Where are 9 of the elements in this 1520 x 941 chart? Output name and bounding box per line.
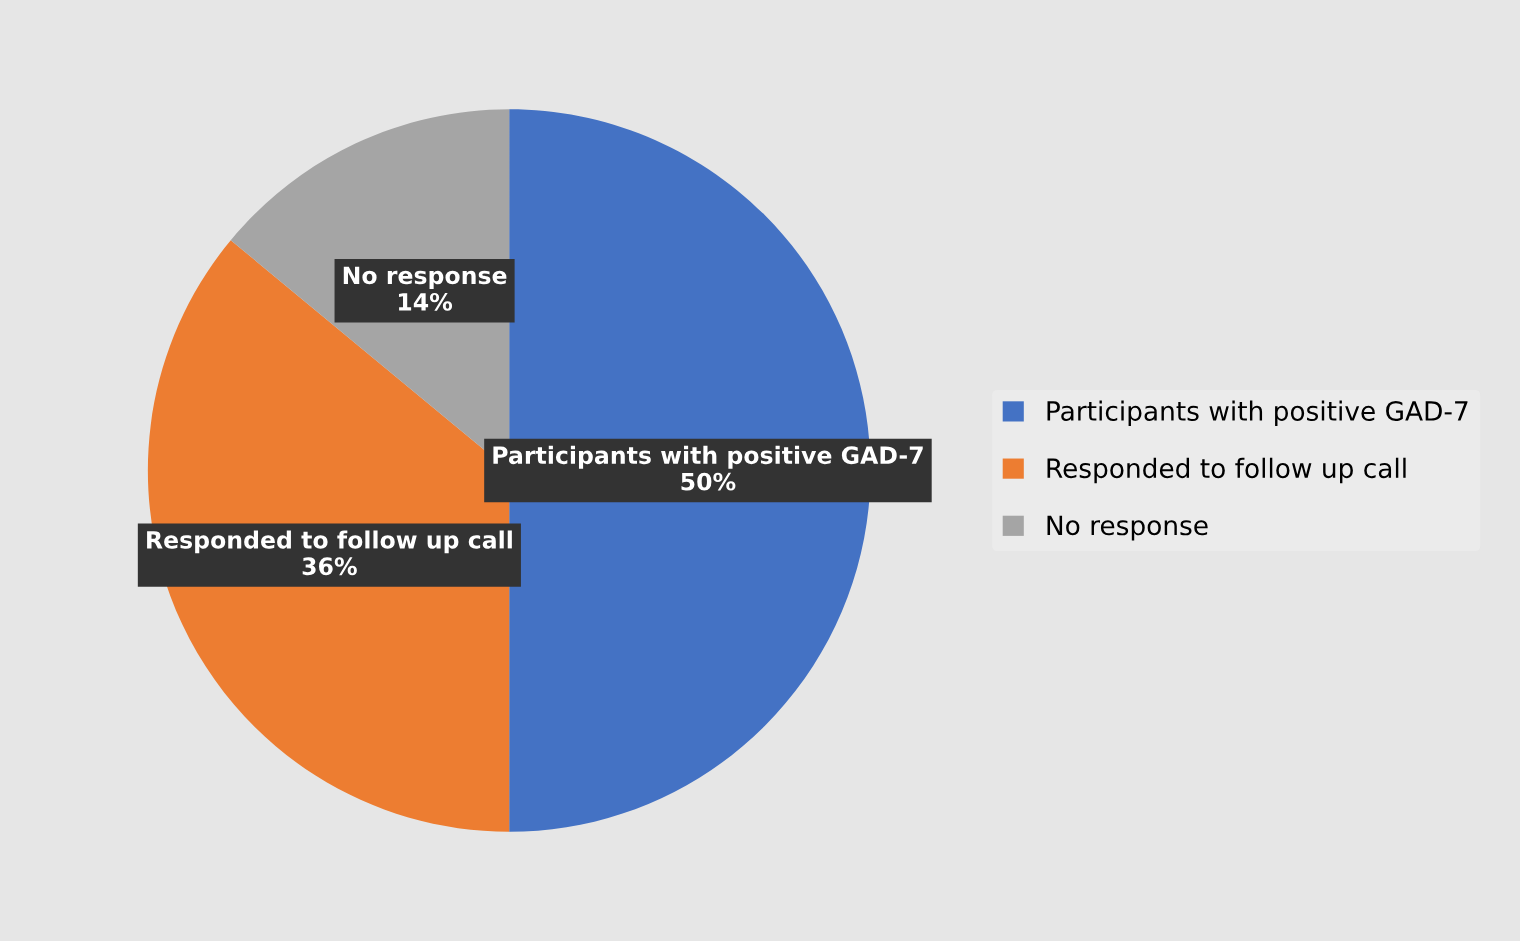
legend-label: Participants with positive GAD-7: [1047, 400, 1468, 427]
data-label: 14%: [398, 292, 453, 311]
legend-label: No response: [1047, 515, 1208, 541]
legend-label: Responded to follow up call: [1047, 457, 1406, 484]
data-label: 36%: [302, 557, 357, 576]
slice-label: Responded to follow up call: [147, 530, 512, 554]
data-label: 50%: [681, 472, 736, 491]
slice-label: Participants with positive GAD-7: [493, 445, 923, 469]
slice-label: No response: [343, 266, 507, 289]
